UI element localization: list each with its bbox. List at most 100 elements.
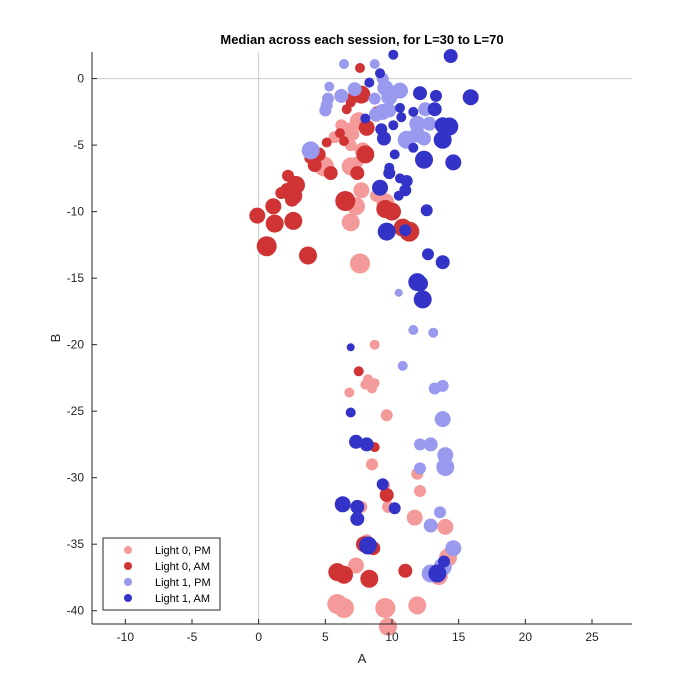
data-point-series-2 bbox=[356, 145, 375, 164]
data-point-series-4 bbox=[388, 502, 401, 515]
data-point-series-4 bbox=[334, 496, 351, 513]
data-point-series-1 bbox=[406, 509, 423, 526]
data-point-series-3 bbox=[436, 458, 455, 476]
data-point-series-4 bbox=[377, 222, 396, 241]
data-point-series-3 bbox=[368, 92, 381, 105]
data-point-series-1 bbox=[414, 485, 426, 497]
data-point-series-2 bbox=[284, 211, 303, 230]
data-point-series-3 bbox=[414, 438, 426, 451]
legend: Light 0, PM Light 0, AM Light 1, PM Light 1… bbox=[102, 537, 221, 611]
data-point-series-4 bbox=[375, 68, 385, 79]
x-axis-label: A bbox=[358, 651, 367, 666]
x-tick-label: -10 bbox=[117, 630, 135, 644]
data-point-series-2 bbox=[360, 569, 379, 588]
x-tick-label: 15 bbox=[452, 630, 466, 644]
data-point-series-4 bbox=[359, 536, 377, 555]
y-tick-label: -15 bbox=[67, 271, 85, 285]
data-point-series-1 bbox=[366, 458, 378, 471]
data-point-series-2 bbox=[335, 565, 353, 584]
data-point-series-4 bbox=[388, 49, 399, 60]
data-point-series-2 bbox=[379, 488, 394, 502]
data-point-series-4 bbox=[415, 150, 433, 169]
data-point-series-4 bbox=[359, 437, 374, 452]
data-point-series-1 bbox=[437, 518, 454, 535]
data-point-series-3 bbox=[428, 327, 439, 338]
data-point-series-2 bbox=[285, 192, 299, 207]
data-point-series-3 bbox=[382, 103, 397, 118]
data-point-series-4 bbox=[435, 255, 450, 270]
data-point-series-2 bbox=[383, 202, 401, 221]
data-point-series-1 bbox=[367, 383, 377, 394]
data-point-series-4 bbox=[413, 290, 432, 309]
data-point-series-4 bbox=[389, 149, 400, 160]
data-point-series-2 bbox=[341, 104, 352, 115]
data-point-series-3 bbox=[347, 82, 362, 97]
data-point-series-3 bbox=[434, 506, 446, 519]
legend-marker bbox=[124, 546, 132, 554]
x-tick-label: 20 bbox=[519, 630, 533, 644]
data-point-series-1 bbox=[375, 598, 396, 618]
data-point-series-1 bbox=[369, 339, 380, 350]
data-point-series-2 bbox=[299, 246, 317, 265]
y-tick-label: -10 bbox=[67, 205, 85, 219]
data-point-series-4 bbox=[443, 49, 458, 63]
data-point-series-2 bbox=[353, 366, 364, 377]
data-point-series-4 bbox=[345, 407, 356, 418]
data-point-series-4 bbox=[383, 167, 396, 180]
data-point-series-2 bbox=[355, 63, 365, 73]
data-point-series-4 bbox=[399, 224, 412, 237]
data-point-series-1 bbox=[350, 253, 370, 274]
data-point-series-2 bbox=[335, 191, 356, 211]
y-tick-label: -35 bbox=[67, 537, 85, 551]
data-point-series-3 bbox=[445, 540, 462, 557]
data-point-series-1 bbox=[347, 128, 360, 141]
data-point-series-3 bbox=[319, 104, 332, 117]
x-tick-label: 10 bbox=[385, 630, 399, 644]
y-tick-label: -40 bbox=[67, 604, 85, 618]
data-point-series-2 bbox=[265, 214, 284, 233]
data-point-series-4 bbox=[433, 130, 452, 149]
data-point-series-3 bbox=[369, 59, 380, 69]
x-tick-label: 5 bbox=[322, 630, 329, 644]
data-point-series-4 bbox=[364, 77, 375, 88]
data-point-series-2 bbox=[335, 128, 345, 139]
data-point-series-1 bbox=[348, 557, 364, 574]
legend-marker bbox=[124, 578, 132, 586]
data-point-series-4 bbox=[420, 204, 433, 217]
data-point-series-1 bbox=[380, 409, 393, 422]
data-point-series-4 bbox=[350, 511, 365, 526]
data-point-series-4 bbox=[408, 142, 419, 153]
y-tick-label: -30 bbox=[67, 471, 85, 485]
data-point-series-2 bbox=[358, 119, 375, 136]
y-tick-label: 0 bbox=[77, 72, 84, 86]
data-point-series-4 bbox=[440, 117, 459, 136]
data-point-series-4 bbox=[377, 131, 391, 146]
legend-label: Light 1, AM bbox=[155, 593, 210, 605]
legend-label: Light 0, AM bbox=[155, 561, 210, 573]
data-point-series-4 bbox=[438, 555, 450, 568]
data-point-series-2 bbox=[321, 137, 332, 148]
data-point-series-4 bbox=[376, 478, 389, 491]
data-point-series-3 bbox=[397, 360, 408, 371]
data-point-series-2 bbox=[249, 207, 266, 224]
data-point-series-2 bbox=[398, 563, 413, 578]
x-tick-label: 0 bbox=[255, 630, 262, 644]
data-point-series-3 bbox=[324, 81, 335, 92]
y-tick-label: -25 bbox=[67, 404, 85, 418]
data-point-series-4 bbox=[349, 434, 363, 449]
data-point-series-4 bbox=[396, 112, 407, 123]
data-point-series-3 bbox=[423, 437, 438, 452]
data-point-series-3 bbox=[301, 141, 320, 160]
data-point-series-1 bbox=[353, 182, 370, 199]
y-tick-label: -5 bbox=[73, 138, 84, 152]
data-point-series-3 bbox=[434, 411, 451, 428]
data-point-series-3 bbox=[414, 462, 426, 475]
data-point-series-1 bbox=[341, 213, 360, 232]
x-tick-label: -5 bbox=[187, 630, 198, 644]
data-point-series-3 bbox=[369, 107, 383, 122]
x-tick-labels: -10 -5 0 5 10 15 20 25 bbox=[117, 630, 599, 644]
data-point-series-4 bbox=[413, 86, 427, 101]
reference-lines bbox=[92, 52, 632, 624]
data-point-series-2 bbox=[256, 236, 277, 257]
data-point-series-3 bbox=[394, 288, 403, 297]
